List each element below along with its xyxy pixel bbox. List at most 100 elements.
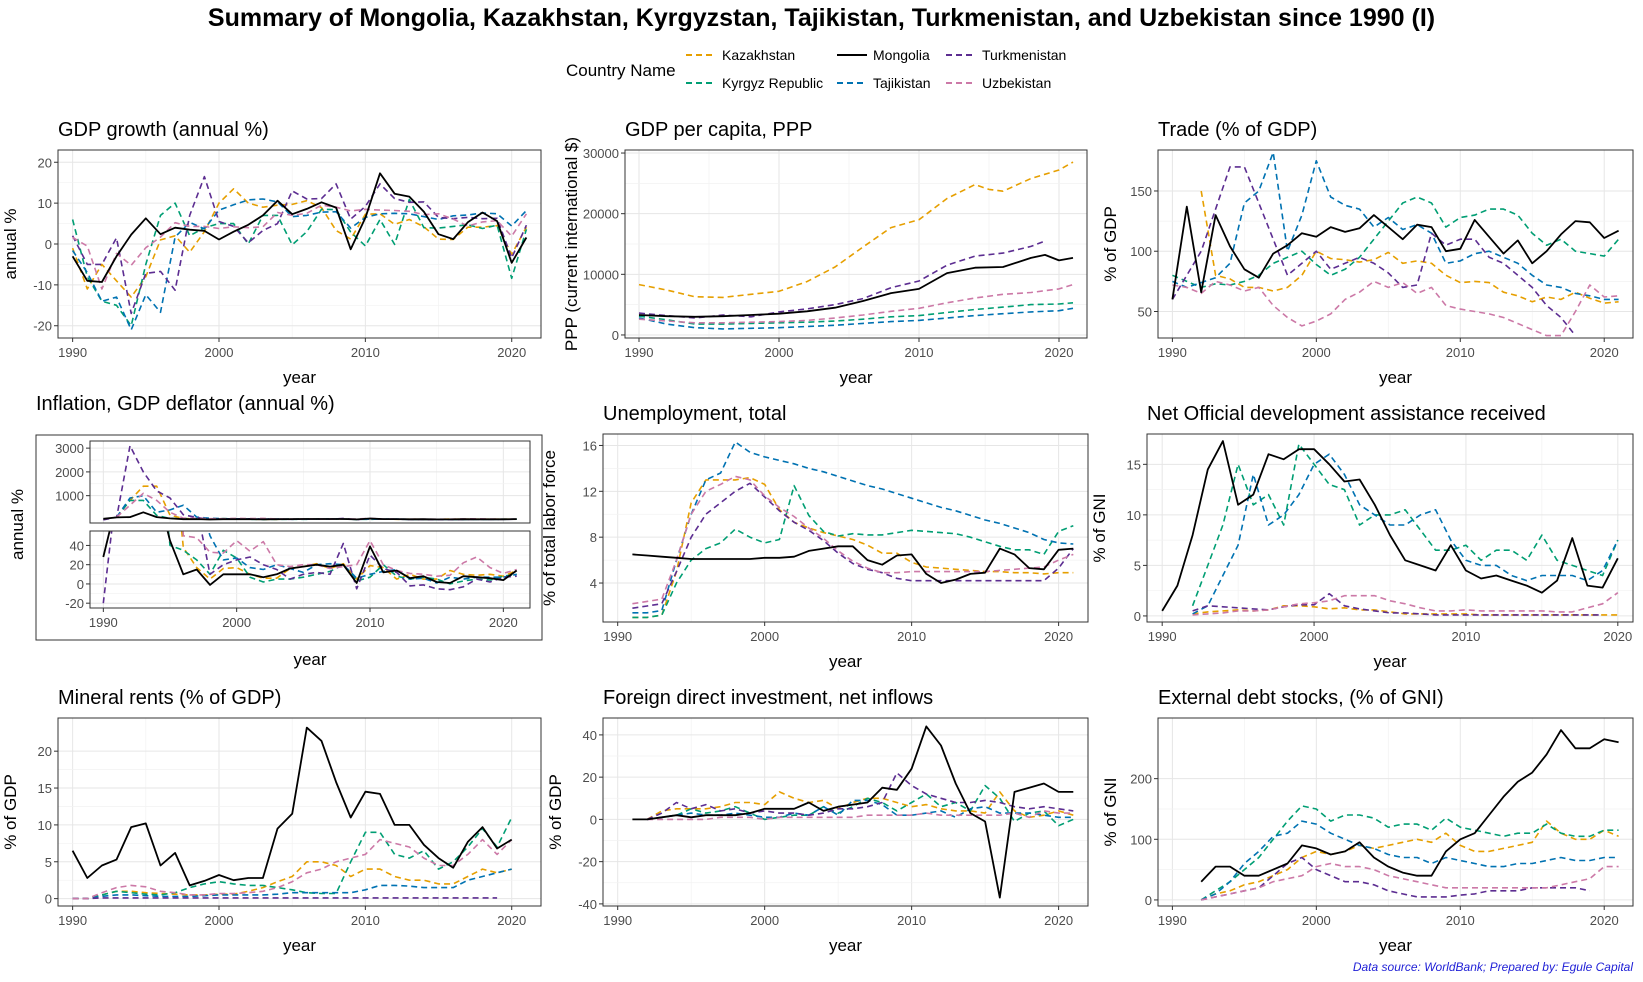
y-tick-label: 8 — [590, 530, 597, 545]
y-tick-label: -40 — [578, 897, 597, 912]
x-tick-label: 2000 — [765, 345, 794, 360]
x-tick-label: 2000 — [1302, 345, 1331, 360]
x-axis-label: year — [293, 650, 326, 669]
x-tick-label: 2020 — [497, 345, 526, 360]
plot-border — [1157, 717, 1634, 907]
series-line-uzbekistan — [72, 204, 528, 290]
series-group — [103, 445, 517, 521]
series-group — [71, 172, 528, 331]
x-axis-label: year — [1373, 652, 1406, 671]
x-tick-label: 1990 — [1148, 629, 1177, 644]
panel-gdp-growth-annual: -20 -10 0 10 20 1990 2000 2010 2020 — [33, 149, 542, 360]
legend-swatch — [837, 54, 867, 56]
x-tick-label: 2000 — [1300, 629, 1329, 644]
series-line-kazakhstan — [180, 531, 518, 580]
y-tick-label: 100 — [1130, 832, 1152, 847]
series-line-turkmenistan — [632, 482, 1074, 609]
series-line-tajikistan — [72, 868, 512, 900]
series-line-mongolia — [638, 254, 1074, 318]
y-tick-label: 5 — [45, 855, 52, 870]
panel-mineral-rents-of-gdp: 0 5 10 15 20 1990 2000 2010 2020 — [38, 717, 542, 928]
plot-background — [90, 531, 530, 608]
series-line-tajikistan — [1192, 453, 1619, 615]
legend-label: Kyrgyz Republic — [722, 75, 824, 91]
series-group — [1161, 440, 1619, 616]
series-line-uzbekistan — [1201, 862, 1619, 901]
y-tick-label: 1000 — [55, 489, 84, 504]
x-tick-label: 2000 — [205, 913, 234, 928]
series-line-mongolia — [1161, 440, 1619, 612]
series-line-turkmenistan — [102, 531, 517, 604]
series-line-uzbekistan — [182, 531, 517, 577]
panel-foreign-direct-investment-net-inflows: -40 -20 0 20 40 1990 2000 2010 2020 — [578, 717, 1089, 928]
y-axis-label: annual % — [8, 489, 27, 560]
x-tick-label: 2010 — [351, 913, 380, 928]
y-tick-label: -10 — [33, 278, 52, 293]
plot-border — [602, 433, 1089, 623]
y-tick-label: 4 — [590, 576, 597, 591]
x-tick-label: 2020 — [1590, 913, 1619, 928]
y-tick-label: 30000 — [583, 146, 619, 161]
y-tick-label: 10 — [38, 196, 52, 211]
series-line-uzbekistan — [638, 283, 1074, 324]
y-tick-label: 200 — [1130, 772, 1152, 787]
x-tick-label: 2000 — [222, 615, 251, 630]
series-line-mongolia — [632, 545, 1074, 584]
legend-label: Mongolia — [873, 47, 930, 63]
chart-title: Unemployment, total — [603, 403, 786, 425]
y-tick-label: -20 — [33, 319, 52, 334]
x-tick-label: 2010 — [897, 629, 926, 644]
chart-title: Inflation, GDP deflator (annual %) — [36, 393, 335, 415]
series-line-uzbekistan — [632, 475, 1074, 605]
series-group — [102, 531, 518, 604]
x-tick-label: 2020 — [1045, 345, 1074, 360]
chart-title: Mineral rents (% of GDP) — [58, 687, 281, 709]
y-tick-label: 20 — [70, 558, 84, 573]
x-tick-label: 2010 — [905, 345, 934, 360]
y-tick-label: 40 — [70, 538, 84, 553]
x-tick-label: 1990 — [603, 913, 632, 928]
x-tick-label: 2020 — [1603, 629, 1632, 644]
y-tick-label: 0 — [45, 237, 52, 252]
chart-title: GDP per capita, PPP — [625, 119, 813, 141]
data-source-caption: Data source: WorldBank; Prepared by: Egu… — [1352, 960, 1633, 974]
legend-label: Uzbekistan — [982, 75, 1052, 91]
x-axis-label: year — [283, 936, 316, 955]
y-tick-label: 15 — [38, 781, 52, 796]
panel-inflation-gdp-deflator-annual-top: 1000 2000 3000 — [55, 440, 531, 524]
x-tick-label: 2010 — [1446, 345, 1475, 360]
series-line-tajikistan — [71, 198, 527, 331]
series-line-uzbekistan — [1172, 280, 1619, 337]
legend-title: Country Name — [566, 61, 676, 80]
series-line-kyrgyz-republic — [72, 817, 513, 900]
panel-unemployment-total: 4 8 12 16 1990 2000 2010 2020 — [583, 433, 1089, 644]
y-tick-label: 10000 — [583, 267, 619, 282]
legend-label: Tajikistan — [873, 75, 931, 91]
legend-label: Kazakhstan — [722, 47, 796, 63]
series-line-turkmenistan — [1192, 592, 1603, 616]
x-tick-label: 2020 — [489, 615, 518, 630]
chart-title: Net Official development assistance rece… — [1147, 403, 1546, 425]
plot-background — [90, 441, 530, 523]
legend: Country Name Kazakhstan Kyrgyz Republic … — [566, 44, 1106, 100]
plot-background — [58, 718, 541, 906]
series-line-mongolia — [102, 531, 518, 586]
series-line-kazakhstan — [1200, 190, 1619, 304]
series-line-turkmenistan — [1201, 856, 1590, 901]
x-tick-label: 2000 — [1302, 913, 1331, 928]
x-tick-label: 2020 — [1590, 345, 1619, 360]
series-line-uzbekistan — [1192, 592, 1619, 616]
series-line-mongolia — [103, 511, 517, 521]
y-axis-label: % of GNI — [1101, 778, 1120, 847]
series-group — [1171, 151, 1620, 337]
chart-title: External debt stocks, (% of GNI) — [1158, 687, 1444, 709]
plot-background — [603, 434, 1088, 622]
y-tick-label: 3000 — [55, 441, 84, 456]
x-axis-label: year — [829, 936, 862, 955]
series-line-mongolia — [1200, 729, 1619, 883]
x-axis-label: year — [1379, 936, 1412, 955]
panel-external-debt-stocks-of-gni: 0 100 200 1990 2000 2010 2020 — [1130, 717, 1634, 928]
plot-border — [89, 530, 531, 609]
series-line-kazakhstan — [646, 791, 1074, 821]
